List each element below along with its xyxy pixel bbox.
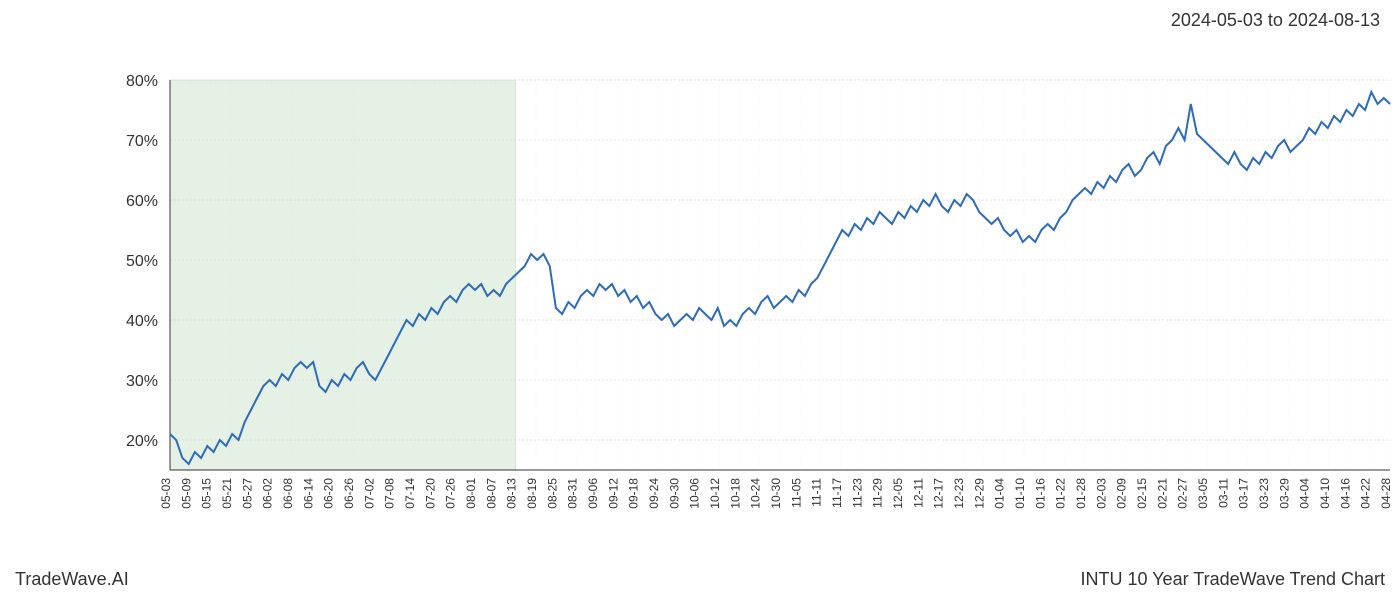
x-tick-label: 08-07 (484, 478, 498, 509)
x-tick-label: 04-10 (1318, 478, 1332, 509)
x-tick-label: 08-13 (505, 478, 519, 509)
y-tick-label: 30% (126, 373, 158, 390)
x-tick-label: 06-14 (301, 478, 315, 509)
chart-area: 20% 30% 40% 50% 60% 70% 80% 05-03 05-09 05-15 05-2… (0, 50, 1400, 540)
x-tick-label: 04-22 (1359, 478, 1373, 509)
x-tick-label: 03-29 (1277, 478, 1291, 509)
footer-brand: TradeWave.AI (15, 569, 129, 590)
x-tick-label: 03-23 (1257, 478, 1271, 509)
x-tick-label: 11-05 (789, 478, 803, 508)
footer-chart-title: INTU 10 Year TradeWave Trend Chart (1081, 569, 1385, 590)
x-tick-label: 06-02 (261, 478, 275, 509)
line-chart-svg: 20% 30% 40% 50% 60% 70% 80% 05-03 05-09 05-15 05-2… (0, 50, 1400, 540)
x-tick-label: 01-28 (1074, 478, 1088, 509)
x-tick-label: 02-27 (1176, 478, 1190, 509)
x-tick-label: 10-30 (769, 478, 783, 509)
x-tick-label: 11-17 (830, 478, 844, 508)
y-tick-label: 60% (126, 193, 158, 210)
x-tick-label: 12-11 (911, 478, 925, 508)
x-tick-label: 05-21 (220, 478, 234, 509)
highlight-band (170, 80, 516, 470)
x-tick-label: 12-23 (952, 478, 966, 509)
x-tick-label: 05-27 (240, 478, 254, 509)
x-tick-label: 07-08 (383, 478, 397, 509)
x-tick-label: 09-30 (667, 478, 681, 509)
x-tick-label: 03-17 (1237, 478, 1251, 509)
x-tick-label: 10-18 (728, 478, 742, 509)
x-tick-label: 07-20 (423, 478, 437, 509)
x-tick-label: 02-15 (1135, 478, 1149, 509)
x-tick-label: 02-21 (1155, 478, 1169, 509)
x-tick-label: 11-23 (850, 478, 864, 508)
x-tick-label: 01-22 (1054, 478, 1068, 509)
x-tick-label: 09-24 (647, 478, 661, 509)
x-tick-label: 07-14 (403, 478, 417, 509)
x-tick-label: 06-08 (281, 478, 295, 509)
x-tick-label: 09-12 (606, 478, 620, 509)
x-tick-label: 02-09 (1115, 478, 1129, 509)
x-tick-label: 02-03 (1094, 478, 1108, 509)
x-tick-label: 03-05 (1196, 478, 1210, 509)
y-tick-label: 70% (126, 133, 158, 150)
x-tick-label: 10-06 (688, 478, 702, 509)
x-tick-label: 12-29 (972, 478, 986, 509)
x-tick-label: 08-01 (464, 478, 478, 509)
x-tick-label: 04-28 (1379, 478, 1393, 509)
x-tick-label: 08-25 (545, 478, 559, 509)
x-tick-label: 08-31 (566, 478, 580, 509)
y-tick-label: 80% (126, 73, 158, 90)
x-tick-label: 11-29 (871, 478, 885, 508)
x-tick-label: 07-26 (444, 478, 458, 509)
x-tick-label: 04-04 (1298, 478, 1312, 509)
x-tick-label: 10-12 (708, 478, 722, 509)
x-tick-label: 12-17 (932, 478, 946, 509)
x-tick-label: 04-16 (1338, 478, 1352, 509)
x-tick-label: 06-26 (342, 478, 356, 509)
x-tick-label: 01-16 (1033, 478, 1047, 509)
x-tick-label: 05-09 (179, 478, 193, 509)
x-tick-label: 01-10 (1013, 478, 1027, 509)
x-tick-label: 09-18 (627, 478, 641, 509)
x-tick-label: 01-04 (993, 478, 1007, 509)
date-range-label: 2024-05-03 to 2024-08-13 (1171, 10, 1380, 31)
x-tick-label: 07-02 (362, 478, 376, 509)
y-tick-label: 20% (126, 433, 158, 450)
x-tick-label: 08-19 (525, 478, 539, 509)
x-tick-label: 05-03 (159, 478, 173, 509)
y-tick-label: 50% (126, 253, 158, 270)
x-tick-label: 09-06 (586, 478, 600, 509)
x-tick-label: 12-05 (891, 478, 905, 509)
x-tick-label: 03-11 (1216, 478, 1230, 508)
x-tick-label: 05-15 (200, 478, 214, 509)
x-tick-label: 06-20 (322, 478, 336, 509)
x-tick-label: 10-24 (749, 478, 763, 509)
x-tick-label: 11-11 (810, 478, 824, 507)
y-tick-label: 40% (126, 313, 158, 330)
